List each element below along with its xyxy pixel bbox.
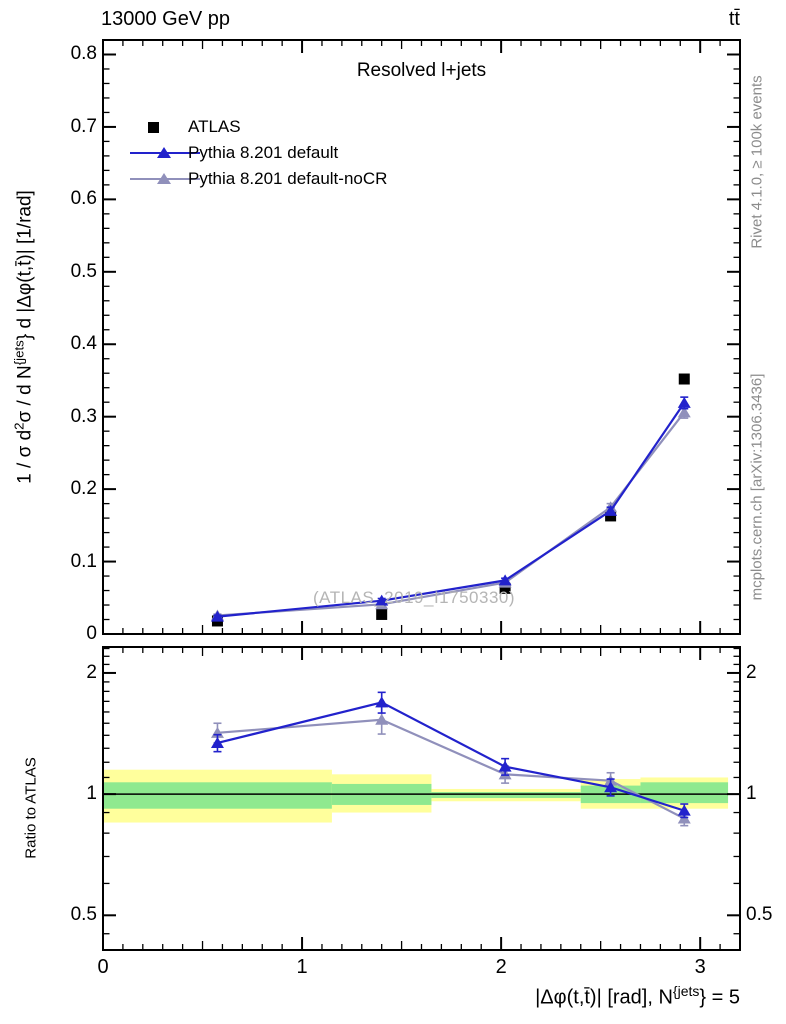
green-band-segment [103, 782, 332, 809]
triangle-marker [677, 406, 691, 418]
process-title: tt̄ [728, 8, 740, 30]
y-tick-label: 0.1 [70, 550, 97, 572]
x-tick-label: 3 [694, 956, 706, 978]
square-marker [376, 608, 388, 620]
ratio-y-tick-label: 1 [86, 783, 97, 805]
beam-title: 13000 GeV pp [101, 8, 230, 30]
triangle-marker [375, 696, 389, 708]
green-band-segment [431, 792, 581, 799]
triangle-marker [677, 396, 691, 408]
x-axis-label: |Δφ(t,t̄)| [rad], N{jets} = 5 [535, 983, 740, 1009]
square-marker [678, 373, 690, 385]
y-tick-label: 0.4 [70, 333, 97, 355]
legend-label: Pythia 8.201 default-noCR [188, 169, 388, 188]
analysis-subtitle: Resolved l+jets [356, 60, 487, 81]
square-marker [499, 582, 511, 594]
legend-label: Pythia 8.201 default [188, 143, 339, 162]
axis-ticks [102, 39, 741, 950]
y-tick-label: 0 [86, 623, 97, 644]
x-tick-label: 0 [97, 956, 109, 978]
ratio-y-tick-label: 2 [86, 661, 97, 683]
triangle-marker [604, 504, 618, 516]
square-marker [605, 510, 617, 522]
triangle-marker [498, 760, 512, 772]
line-triangle-marker-icon [130, 140, 200, 166]
series-pythia-8-201-default-main [210, 396, 691, 622]
series-pythia-8-201-default-ratio [210, 691, 691, 819]
y-tick-label: 0.8 [70, 43, 97, 65]
green-band-segment [640, 782, 729, 804]
ratio-y-tick-label: 0.5 [70, 904, 97, 926]
legend-item-atlas: ATLAS [0, 114, 480, 140]
ratio-y-tick-label-right: 1 [746, 783, 757, 805]
triangle-marker [210, 610, 224, 622]
triangle-marker [375, 594, 389, 606]
square-marker-icon [148, 122, 159, 133]
line-triangle-marker-icon [130, 166, 200, 192]
legend-item-pythia-nocr: Pythia 8.201 default-noCR [0, 166, 480, 192]
legend-item-pythia-default: Pythia 8.201 default [0, 140, 480, 166]
y-tick-label: 0.6 [70, 188, 97, 210]
y-tick-label: 0.7 [70, 115, 97, 137]
y-tick-label: 0.5 [70, 260, 97, 282]
triangle-marker [604, 781, 618, 793]
x-tick-label: 2 [495, 956, 507, 978]
y-tick-label: 0.2 [70, 478, 97, 500]
ratio-uncertainty-bands [103, 769, 729, 823]
analysis-id-watermark: (ATLAS_2019_I1750330) [312, 588, 516, 607]
triangle-marker [375, 713, 389, 725]
x-tick-label: 1 [296, 956, 308, 978]
legend-label: ATLAS [188, 117, 241, 136]
ratio-y-tick-label-right: 2 [746, 661, 757, 683]
triangle-marker [677, 804, 691, 816]
triangle-marker [498, 574, 512, 586]
ratio-y-tick-label-right: 0.5 [746, 904, 773, 926]
y-tick-label: 0.3 [70, 405, 97, 427]
triangle-marker [210, 736, 224, 748]
